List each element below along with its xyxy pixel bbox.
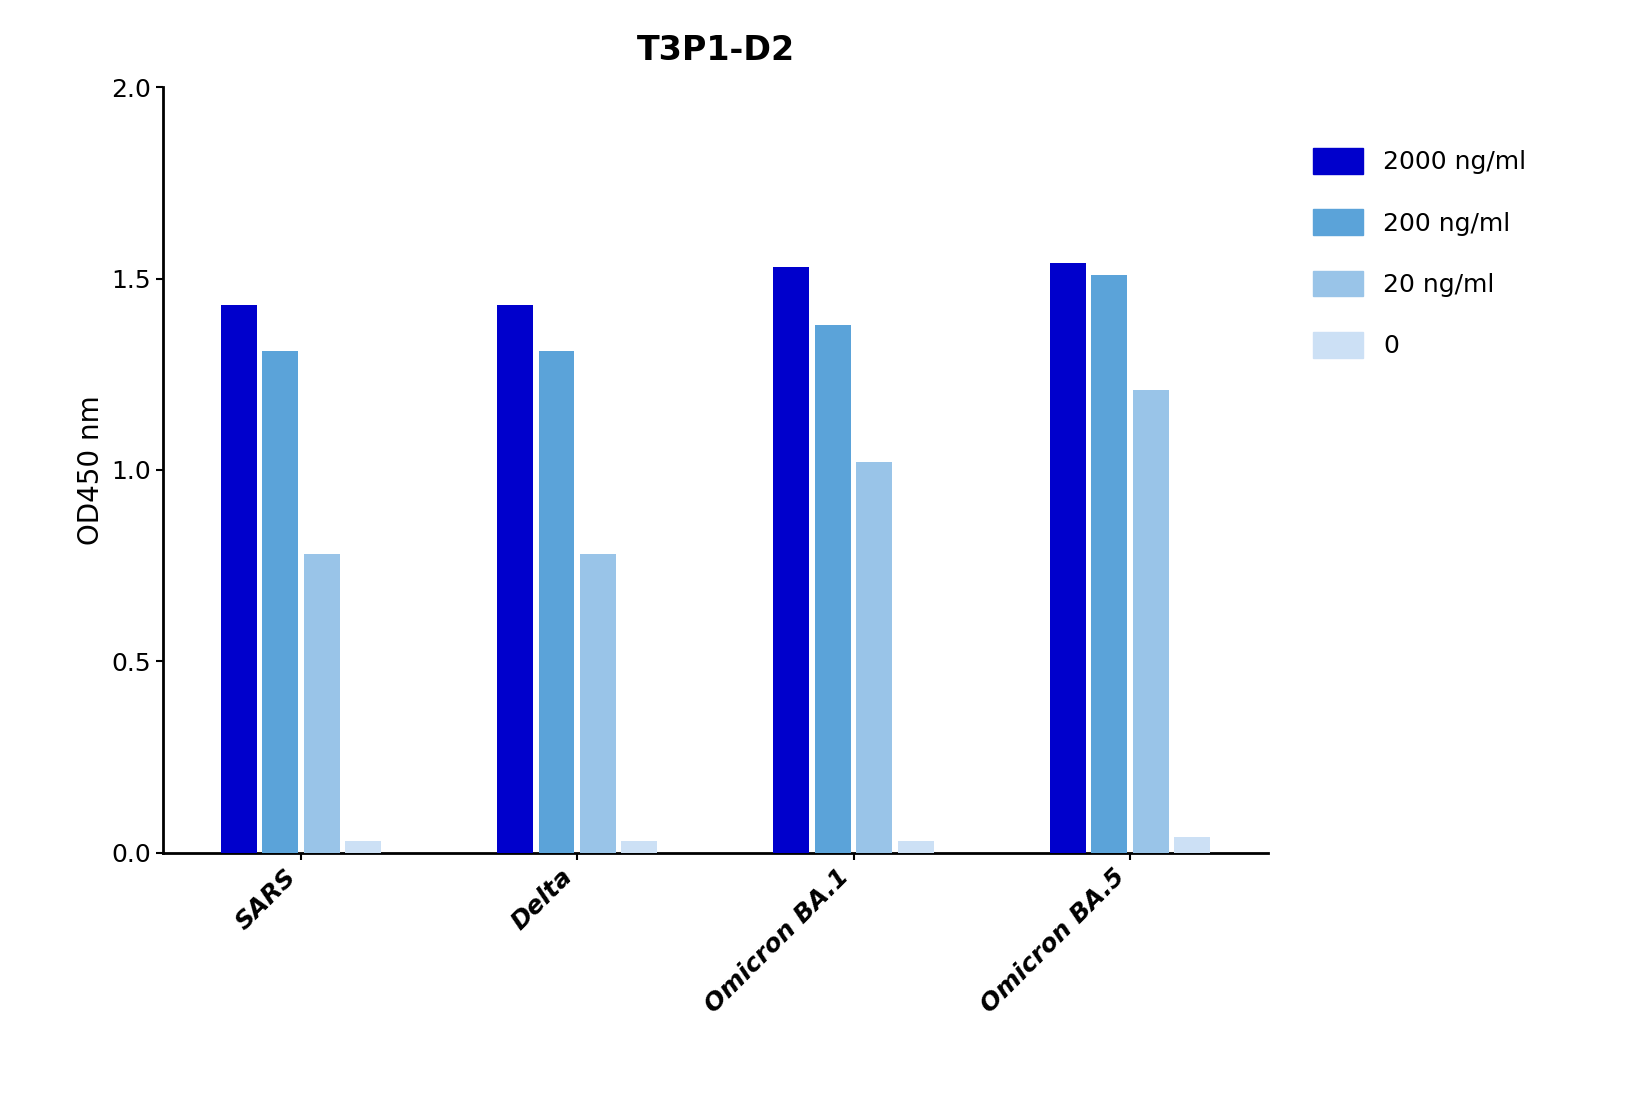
Bar (345, 842, 380, 853)
Bar (1133, 389, 1169, 853)
Bar (815, 325, 850, 853)
Bar (1091, 274, 1127, 853)
Y-axis label: OD450 nm: OD450 nm (78, 395, 106, 545)
Bar (580, 554, 616, 853)
Title: T3P1-D2: T3P1-D2 (636, 34, 795, 67)
Bar (774, 267, 810, 853)
Bar (538, 352, 574, 853)
Bar (857, 462, 893, 853)
Bar (1050, 263, 1086, 853)
Legend: 2000 ng/ml, 200 ng/ml, 20 ng/ml, 0: 2000 ng/ml, 200 ng/ml, 20 ng/ml, 0 (1302, 138, 1537, 368)
Bar (621, 842, 657, 853)
Bar (262, 352, 298, 853)
Bar (898, 842, 933, 853)
Bar (1174, 837, 1210, 853)
Bar (498, 305, 533, 853)
Bar (304, 554, 340, 853)
Bar (221, 305, 257, 853)
